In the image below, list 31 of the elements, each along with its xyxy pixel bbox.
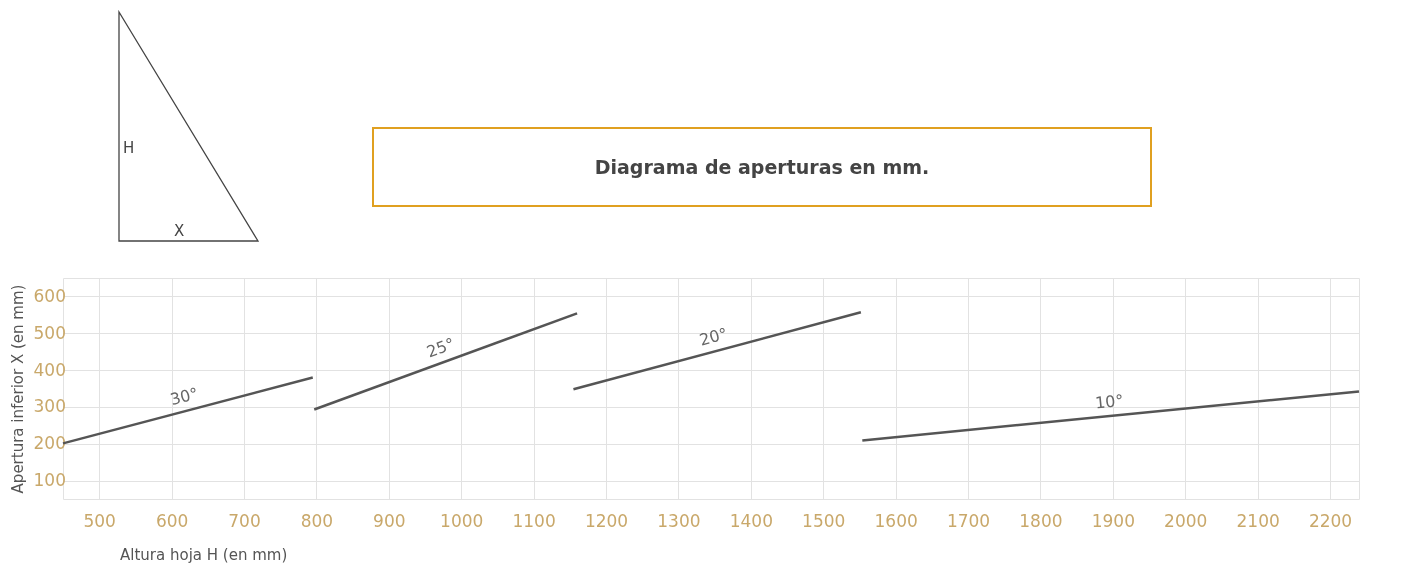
x-tick-label: 600 — [155, 510, 189, 531]
x-tick-label: 1900 — [1091, 510, 1135, 531]
x-tick-label: 1200 — [584, 510, 629, 531]
y-tick-label: 300 — [33, 396, 66, 417]
y-tick-label: 200 — [33, 433, 66, 454]
x-tick-label: 1100 — [512, 510, 556, 531]
x-tick-label: 700 — [228, 510, 261, 531]
x-tick-label: 800 — [300, 510, 334, 531]
x-tick-label: 1500 — [802, 510, 846, 531]
x-tick-label: 1800 — [1019, 510, 1063, 531]
x-tick-label: 1000 — [440, 510, 484, 531]
y-axis-title: Apertura inferior X (en mm) — [8, 284, 27, 494]
y-tick-label: 100 — [33, 470, 66, 491]
x-tick-label: 2200 — [1308, 510, 1353, 531]
x-axis-title: Altura hoja H (en mm) — [120, 546, 288, 564]
x-tick-label: 1600 — [874, 510, 918, 531]
x-tick-label: 1300 — [657, 510, 701, 531]
x-tick-label: 900 — [373, 510, 406, 531]
y-tick-label: 400 — [33, 359, 66, 380]
chart-title: Diagrama de aperturas en mm. — [372, 127, 1152, 207]
text: 20° — [697, 323, 730, 350]
x-tick-label: 1700 — [946, 510, 991, 531]
x-tick-label: 1400 — [729, 510, 773, 531]
x-tick-label: 500 — [83, 510, 116, 531]
text: 10° — [1094, 390, 1125, 413]
x-tick-label: 2000 — [1164, 510, 1208, 531]
x-tick-label: 2100 — [1236, 510, 1280, 531]
text: 30° — [168, 383, 201, 410]
text: 25° — [424, 334, 458, 362]
y-tick-label: 500 — [33, 322, 66, 343]
y-tick-label: 600 — [33, 285, 66, 306]
